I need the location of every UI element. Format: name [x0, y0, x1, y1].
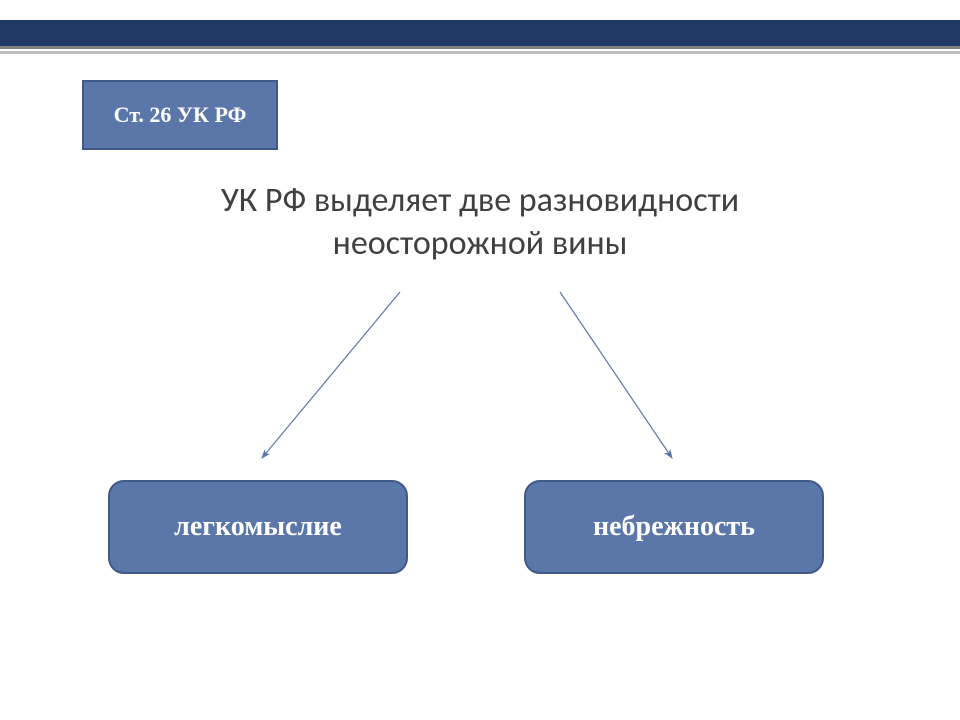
header-line-top: [0, 46, 960, 49]
header-line-bottom: [0, 51, 960, 54]
arrow-left: [262, 292, 400, 458]
node-left-label: легкомыслие: [174, 511, 342, 543]
arrow-right: [560, 292, 672, 458]
heading-line2: неосторожной вины: [333, 223, 628, 264]
slide: Ст. 26 УК РФ УК РФ выделяет две разновид…: [0, 0, 960, 720]
heading-line1: УК РФ выделяет две разновидности: [221, 180, 739, 221]
article-badge-text: Ст. 26 УК РФ: [114, 102, 247, 128]
slide-heading: УК РФ выделяет две разновидности неостор…: [0, 180, 960, 265]
article-badge: Ст. 26 УК РФ: [82, 80, 278, 150]
node-right: небрежность: [524, 480, 824, 574]
node-right-label: небрежность: [593, 511, 755, 543]
node-left: легкомыслие: [108, 480, 408, 574]
header-band: [0, 20, 960, 46]
